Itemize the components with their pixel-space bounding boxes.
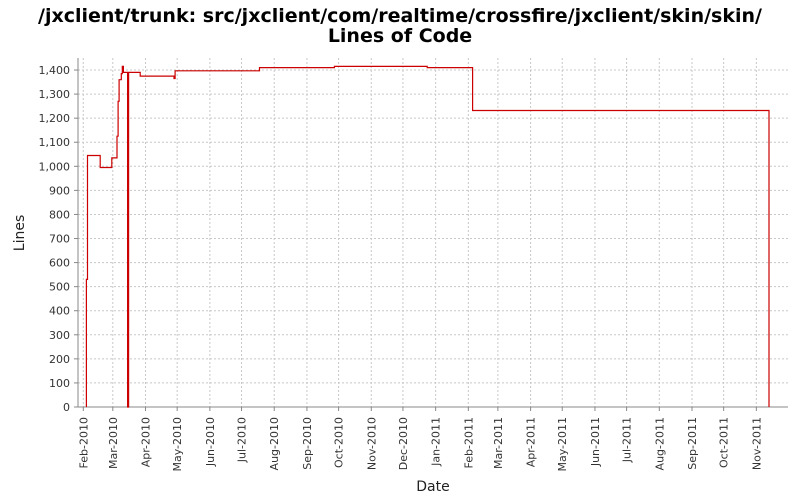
x-tick-label: Apr-2010 [140,417,153,467]
y-tick-label: 300 [49,329,70,342]
y-tick-label: 900 [49,184,70,197]
y-tick-label: 500 [49,281,70,294]
y-tick-label: 1,000 [39,160,71,173]
x-tick-label: Jul-2010 [236,417,249,463]
x-tick-label: Jun-2010 [204,417,217,467]
y-tick-label: 400 [49,305,70,318]
y-axis-ticks: 0 100 200 300 400 500 600 700 800 900 1,000 1,100 1,… [39,64,78,414]
x-tick-label: Jul-2011 [621,417,634,463]
x-tick-label: Feb-2011 [462,417,475,468]
y-tick-label: 100 [49,377,70,390]
y-tick-label: 600 [49,257,70,270]
x-tick-label: Mar-2011 [492,417,505,469]
y-tick-label: 1,100 [39,136,71,149]
x-axis-ticks: Feb-2010 Mar-2010 Apr-2010 May-2010 Jun-2010… [77,407,763,472]
y-tick-label: 1,400 [39,64,71,77]
x-tick-label: Dec-2010 [397,417,410,470]
x-tick-label: May-2011 [556,417,569,472]
x-tick-label: Aug-2010 [268,417,281,470]
x-tick-label: Jan-2011 [430,417,443,467]
y-tick-label: 1,300 [39,88,71,101]
plot-background [78,58,788,407]
chart-title-line1: /jxclient/trunk: src/jxclient/com/realti… [38,5,762,27]
chart-title-line2: Lines of Code [327,25,473,47]
y-tick-label: 800 [49,208,70,221]
x-axis-label: Date [416,479,449,495]
x-tick-label: May-2010 [171,417,184,472]
x-tick-label: Nov-2010 [365,417,378,470]
x-tick-label: Mar-2010 [107,417,120,469]
y-tick-label: 1,200 [39,112,71,125]
x-tick-label: Sep-2011 [686,417,699,470]
y-tick-label: 0 [63,401,70,414]
axes [77,58,788,408]
x-tick-label: Nov-2011 [750,417,763,470]
x-tick-label: Apr-2011 [525,417,538,467]
y-tick-label: 700 [49,233,70,246]
y-axis-label: Lines [12,215,28,251]
y-tick-label: 200 [49,353,70,366]
x-tick-label: Sep-2010 [301,417,314,470]
grid-lines [78,58,788,408]
x-tick-label: Aug-2011 [653,417,666,470]
series-line [85,65,770,408]
x-tick-label: Oct-2010 [333,417,346,468]
series-group [85,65,770,408]
x-tick-label: Jun-2011 [589,417,602,467]
x-tick-label: Feb-2010 [77,417,90,468]
x-tick-label: Oct-2011 [718,417,731,468]
